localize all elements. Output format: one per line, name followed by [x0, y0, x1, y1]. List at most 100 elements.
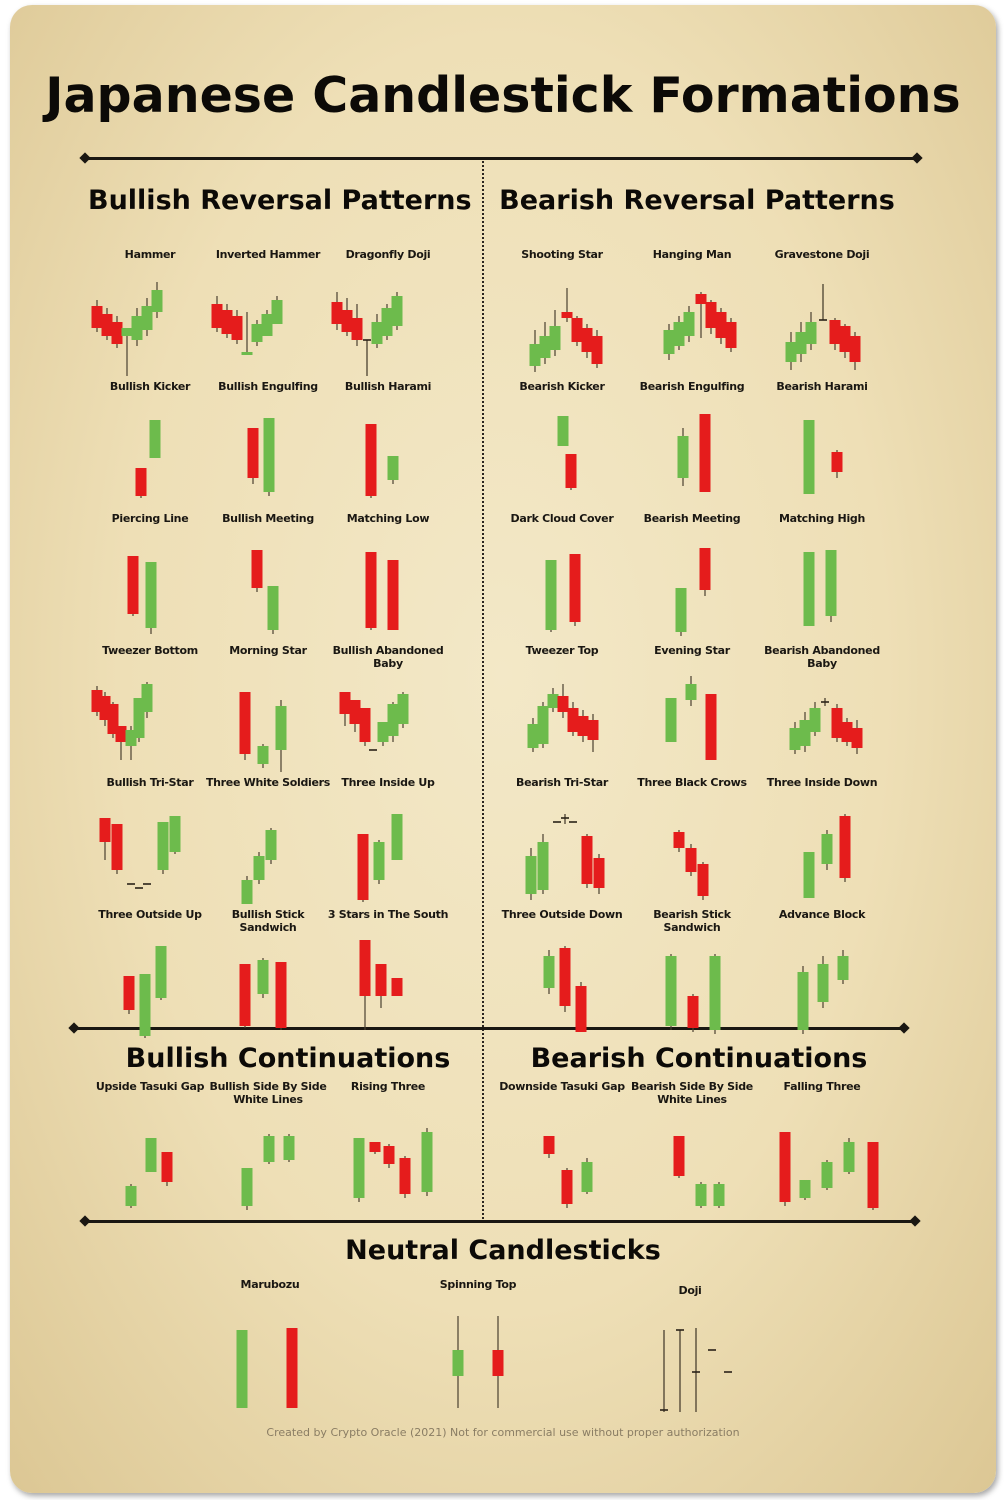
- bearish-candle: [231, 310, 243, 344]
- bullish-candle: [131, 308, 143, 346]
- pattern-label: Bearish Tri-Star: [516, 776, 608, 789]
- bearish-candle: [239, 964, 251, 1028]
- bullish-candle: [545, 560, 557, 632]
- bullish-candle: [133, 698, 145, 742]
- bearish-candle: [849, 332, 861, 370]
- pattern-label: Marubozu: [240, 1278, 300, 1291]
- candlestick-chart: [803, 550, 837, 626]
- pattern-label: Bullish Side By Side White Lines: [209, 1080, 327, 1106]
- bearish-candle: [127, 556, 139, 616]
- bearish-candle: [841, 718, 853, 746]
- section-title-bullish-reversal: Bullish Reversal Patterns: [88, 185, 472, 216]
- bullish-candle: [685, 676, 697, 706]
- candlestick-chart: [545, 554, 581, 632]
- pattern-label: Matching High: [778, 512, 866, 525]
- pattern-bullish-kicker: Bullish Kicker: [85, 380, 215, 510]
- pattern-bullish-harami: Bullish Harami: [323, 380, 453, 510]
- bullish-candle: [387, 456, 399, 484]
- pattern-label: Bullish Stick Sandwich: [231, 908, 305, 934]
- bullish-candle: [799, 1180, 811, 1200]
- bullish-candle: [537, 702, 549, 748]
- bearish-candle: [561, 288, 573, 322]
- bearish-candle: [239, 692, 251, 760]
- bullish-candle: [677, 428, 689, 486]
- bearish-candle: [247, 428, 259, 484]
- candlestick-chart: [99, 816, 181, 889]
- pattern-tweezer-bottom: Tweezer Bottom: [85, 644, 215, 774]
- bearish-candle: [591, 330, 603, 368]
- pattern-label: Bullish Kicker: [109, 380, 191, 393]
- bearish-candle: [221, 304, 233, 338]
- bearish-candle: [569, 554, 581, 626]
- pattern-label: Three Inside Up: [341, 776, 435, 789]
- pattern-morning-star: Morning Star: [203, 644, 333, 774]
- bearish-candle: [111, 824, 123, 874]
- bullish-candle: [557, 416, 569, 446]
- pattern-bearish-meeting: Bearish Meeting: [627, 512, 757, 642]
- bearish-candle: [339, 692, 351, 726]
- bearish-candle: [543, 1136, 555, 1158]
- bullish-candle: [271, 296, 283, 324]
- bullish-candle: [397, 692, 409, 728]
- pattern-bearish-tri-star: Bearish Tri-Star: [497, 776, 627, 906]
- bullish-candle: [381, 304, 393, 340]
- doji-candle: [363, 339, 371, 376]
- bearish-candle: [839, 324, 851, 358]
- candlestick-chart: [660, 1328, 732, 1412]
- bearish-candle: [99, 692, 111, 726]
- bearish-candle: [687, 994, 699, 1032]
- candlestick-chart: [789, 698, 863, 754]
- bearish-candle: [351, 304, 363, 346]
- candlestick-chart: [665, 954, 721, 1034]
- bearish-candle: [705, 300, 717, 334]
- bearish-candle: [779, 1132, 791, 1206]
- bullish-candle: [799, 712, 811, 752]
- bullish-candle: [145, 1138, 157, 1172]
- candlestick-chart: [675, 548, 711, 636]
- bearish-candle: [331, 292, 343, 330]
- pattern-upside-tasuki-gap: Upside Tasuki Gap: [85, 1080, 215, 1210]
- candlestick-chart: [251, 550, 279, 634]
- pattern-advance-block: Advance Block: [757, 908, 887, 1038]
- pattern-bearish-kicker: Bearish Kicker: [497, 380, 627, 510]
- bullish-candle: [141, 682, 153, 718]
- bearish-candle: [831, 704, 843, 742]
- bearish-candle: [383, 1144, 395, 1168]
- candlestick-chart: [452, 1316, 504, 1408]
- bearish-candle: [91, 300, 103, 332]
- pattern-label: Bullish Harami: [344, 380, 432, 393]
- candlestick-chart: [125, 1138, 173, 1208]
- pattern-label: Hammer: [124, 248, 176, 261]
- bullish-candle: [525, 848, 537, 900]
- bullish-candle: [387, 702, 399, 742]
- bullish-candle: [377, 722, 389, 746]
- bullish-candle: [663, 324, 675, 360]
- bearish-candle: [365, 552, 377, 630]
- pattern-doji: Doji: [630, 1284, 750, 1414]
- bearish-candle: [135, 468, 147, 498]
- bullish-candle: [283, 1134, 295, 1162]
- bullish-candle: [543, 950, 555, 994]
- bearish-candle: [567, 702, 579, 736]
- neutral-divider: [85, 1220, 915, 1223]
- candlestick-chart: [211, 296, 283, 355]
- pattern-matching-high: Matching High: [757, 512, 887, 642]
- pattern-gravestone-doji: Gravestone Doji: [757, 248, 887, 378]
- bullish-candle: [803, 852, 815, 898]
- pattern-label: Morning Star: [229, 644, 307, 657]
- bullish-candle: [257, 958, 269, 998]
- bearish-candle: [107, 702, 119, 738]
- doji-candle: [692, 1328, 700, 1412]
- doji-candle: [676, 1329, 684, 1412]
- bearish-candle: [161, 1152, 173, 1186]
- pattern-label: Doji: [678, 1284, 702, 1297]
- bearish-candle: [341, 298, 353, 336]
- candlestick-chart: [241, 1134, 295, 1210]
- pattern-bullish-meeting: Bullish Meeting: [203, 512, 333, 642]
- candlestick-chart: [785, 284, 861, 370]
- candlestick-chart: [357, 814, 403, 902]
- pattern-label: Falling Three: [783, 1080, 861, 1093]
- bullish-candle: [149, 420, 161, 458]
- candlestick-chart: [239, 692, 287, 772]
- pattern-label: Rising Three: [350, 1080, 426, 1093]
